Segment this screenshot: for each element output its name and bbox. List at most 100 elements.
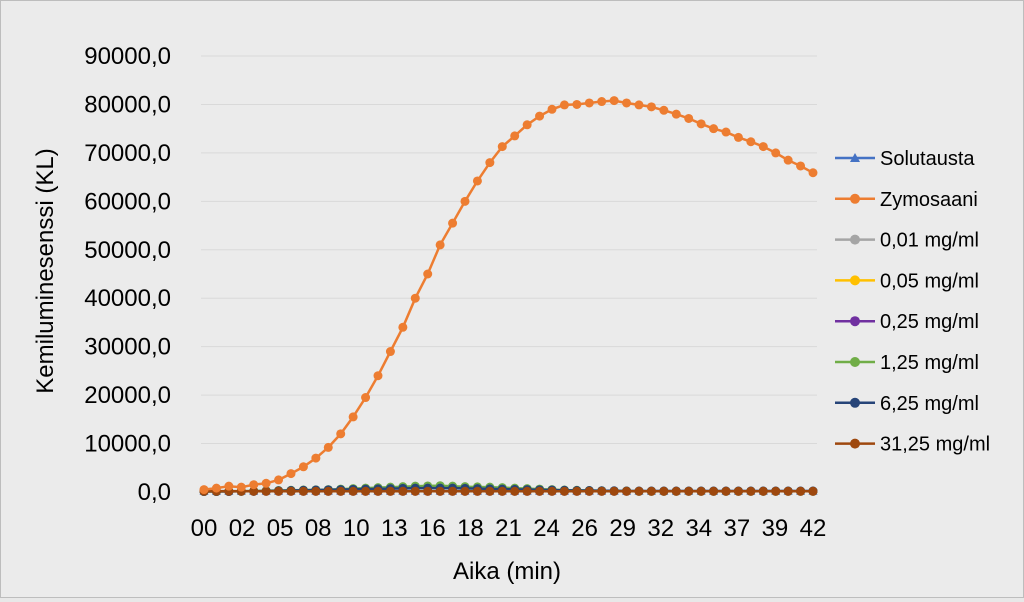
data-point [199, 485, 209, 495]
data-point [323, 486, 333, 496]
data-point [721, 127, 731, 137]
x-tick-label: 29 [609, 515, 636, 542]
data-point [646, 102, 656, 112]
x-tick-label: 02 [229, 515, 256, 542]
legend-label: Solutausta [880, 148, 975, 170]
data-point [721, 486, 731, 496]
y-tick-label: 20000,0 [84, 382, 171, 409]
data-point [385, 486, 395, 496]
series-1 [199, 96, 818, 495]
data-point [485, 486, 495, 496]
data-point [311, 453, 321, 463]
x-tick-label: 34 [685, 515, 712, 542]
data-point [286, 469, 296, 479]
legend-marker [850, 438, 860, 449]
data-point [634, 100, 644, 110]
data-point [771, 148, 781, 158]
x-tick-label: 08 [305, 515, 332, 542]
data-point [249, 486, 259, 496]
data-point [497, 486, 507, 496]
legend-label: 0,05 mg/ml [880, 270, 979, 292]
data-point [597, 486, 607, 496]
y-tick-label: 40000,0 [84, 285, 171, 312]
x-axis-title: Aika (min) [453, 558, 561, 585]
data-point [634, 486, 644, 496]
data-point [274, 486, 284, 496]
x-tick-label: 37 [724, 515, 751, 542]
data-point [510, 486, 520, 496]
data-point [622, 486, 632, 496]
x-tick-label: 13 [381, 515, 408, 542]
legend-marker [850, 275, 860, 286]
data-point [261, 486, 271, 496]
data-point [547, 104, 557, 114]
data-point [373, 371, 383, 381]
data-point [286, 486, 296, 496]
data-point [733, 132, 743, 142]
data-point [336, 486, 346, 496]
data-point [572, 99, 582, 109]
y-axis-title: Kemiluminesenssi (KL) [32, 148, 59, 393]
data-point [696, 486, 706, 496]
legend-label: 1,25 mg/ml [880, 352, 979, 374]
y-tick-label: 90000,0 [84, 43, 171, 70]
y-tick-label: 0,0 [138, 479, 171, 506]
data-point [796, 486, 806, 496]
data-point [535, 111, 545, 121]
series-layer [199, 96, 818, 497]
y-tick-label: 50000,0 [84, 237, 171, 264]
x-tick-label: 00 [191, 515, 218, 542]
data-point [497, 142, 507, 152]
data-point [584, 486, 594, 496]
data-point [783, 486, 793, 496]
data-point [808, 486, 818, 496]
data-point [535, 486, 545, 496]
data-point [758, 486, 768, 496]
data-point [746, 137, 756, 147]
data-point [298, 462, 308, 472]
data-point [522, 486, 532, 496]
x-tick-label: 16 [419, 515, 446, 542]
data-point [559, 100, 569, 110]
legend-marker [850, 357, 860, 367]
legend-marker [850, 397, 860, 408]
legend-label: 0,25 mg/ml [880, 311, 979, 333]
legend-label: 6,25 mg/ml [880, 393, 979, 415]
x-tick-label: 24 [533, 515, 560, 542]
data-point [211, 483, 221, 493]
series-7 [199, 486, 818, 496]
data-point [510, 131, 520, 141]
data-point [522, 120, 532, 130]
x-tick-label: 32 [647, 515, 674, 542]
legend-label: 0,01 mg/ml [880, 230, 979, 252]
data-point [224, 481, 234, 491]
y-tick-label: 10000,0 [84, 431, 171, 458]
y-axis-ticks: 0,0 10000,0 20000,0 30000,0 40000,0 50000,0 60… [84, 43, 171, 506]
data-point [298, 486, 308, 496]
x-tick-label: 21 [495, 515, 522, 542]
data-point [385, 347, 395, 357]
data-point [696, 119, 706, 129]
data-point [671, 109, 681, 119]
data-point [348, 412, 358, 422]
data-point [435, 240, 445, 250]
legend-label: 31,25 mg/ml [880, 434, 990, 456]
legend-marker [850, 153, 860, 162]
x-tick-label: 26 [571, 515, 598, 542]
data-point [249, 480, 259, 490]
data-point [348, 486, 358, 496]
data-point [709, 486, 719, 496]
data-point [746, 486, 756, 496]
data-point [796, 161, 806, 171]
data-point [398, 486, 408, 496]
data-point [684, 486, 694, 496]
data-point [448, 218, 458, 228]
legend-marker [850, 193, 860, 204]
data-point [758, 142, 768, 152]
data-point [659, 105, 669, 115]
x-tick-label: 42 [800, 515, 827, 542]
data-point [261, 478, 271, 488]
data-point [410, 293, 420, 303]
x-axis-ticks: 00 02 05 08 10 13 16 18 21 24 26 29 32 34 37 39 42 [191, 515, 827, 542]
legend: Solutausta Zymosaani 0,01 mg/ml 0,05 mg/ml 0… [835, 148, 990, 456]
